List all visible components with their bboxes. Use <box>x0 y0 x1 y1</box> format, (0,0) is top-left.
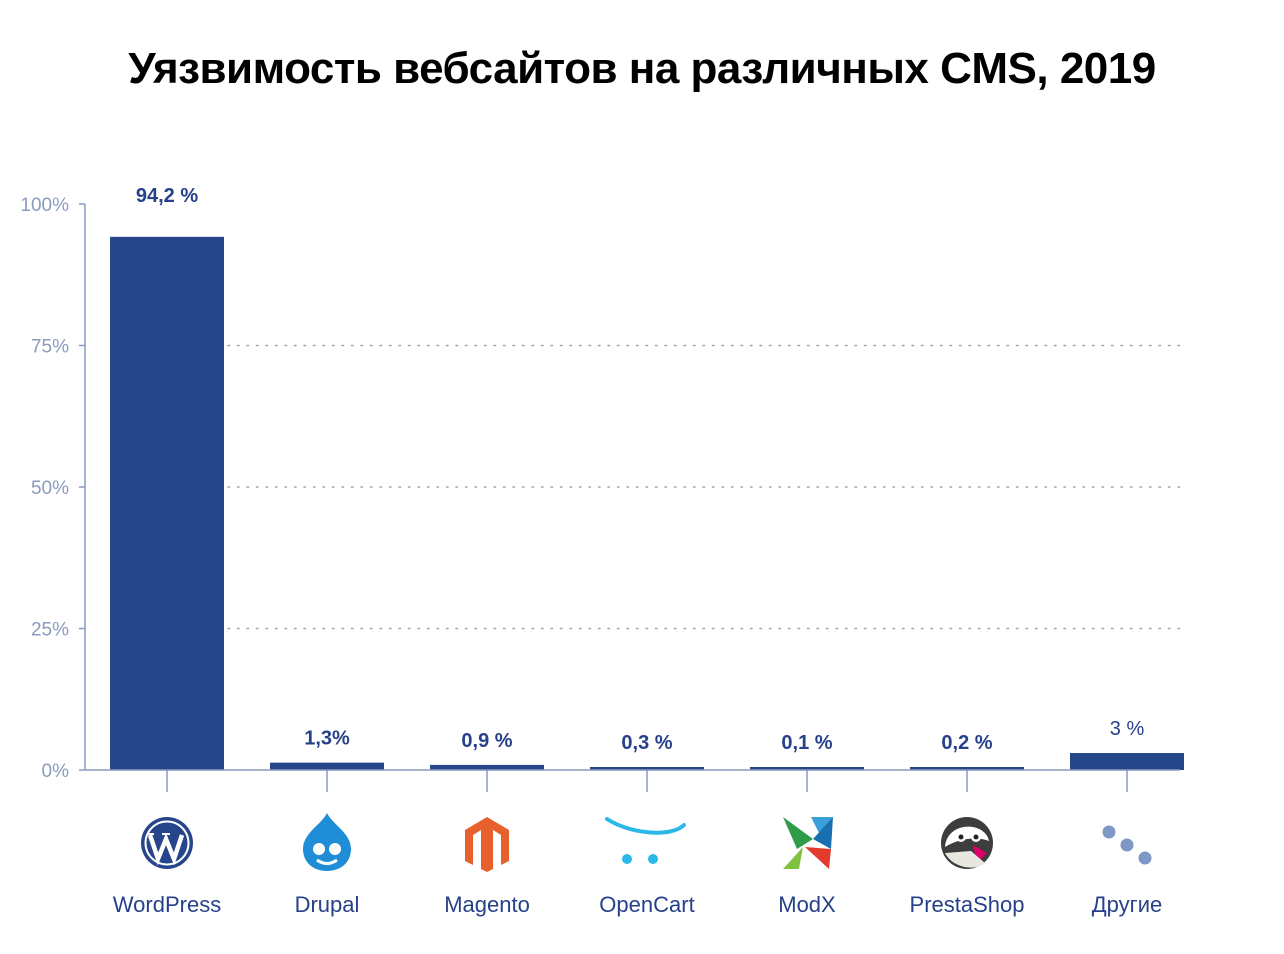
category-label: WordPress <box>113 892 221 917</box>
bar <box>430 764 544 770</box>
bars: 94,2 % 1,3% 0,9 % 0,3 % 0,1 % 0,2 % 3 % <box>110 185 1184 770</box>
bar <box>1070 753 1184 770</box>
magento-icon <box>465 817 509 872</box>
y-tick-label: 25% <box>31 620 69 641</box>
bar <box>110 236 224 770</box>
value-label: 0,2 % <box>941 732 992 754</box>
category-label: PrestaShop <box>910 892 1025 917</box>
value-label: 3 % <box>1110 718 1145 740</box>
value-label: 0,9 % <box>461 730 512 752</box>
opencart-icon <box>605 817 686 864</box>
bar <box>750 767 864 770</box>
y-tick-label: 0% <box>42 761 70 782</box>
modx-icon <box>783 817 833 869</box>
y-tick-label: 75% <box>31 337 69 358</box>
bar <box>590 767 704 770</box>
category-label: Magento <box>444 892 530 917</box>
value-label: 1,3% <box>304 728 350 750</box>
y-axis: 0% 25% 50% 75% 100% <box>20 195 86 782</box>
category-icons <box>141 813 1152 872</box>
y-tick-label: 50% <box>31 478 69 499</box>
drupal-icon <box>303 813 351 871</box>
gridlines <box>227 344 1181 630</box>
value-label: 0,3 % <box>621 732 672 754</box>
y-tick-label: 100% <box>20 195 69 216</box>
value-label: 94,2 % <box>136 185 198 207</box>
bar <box>270 762 384 770</box>
value-label: 0,1 % <box>781 732 832 754</box>
wordpress-icon <box>141 817 193 869</box>
x-axis <box>85 769 1180 792</box>
category-label: Drupal <box>295 892 360 917</box>
category-label: OpenCart <box>599 892 694 917</box>
category-labels: WordPress Drupal Magento OpenCart ModX Presta… <box>113 892 1162 917</box>
chart-title: Уязвимость вебсайтов на различных CMS, 2… <box>128 44 1156 93</box>
category-label: Другие <box>1092 892 1162 917</box>
bar <box>910 767 1024 770</box>
category-label: ModX <box>778 892 836 917</box>
others-icon <box>1102 825 1152 865</box>
prestashop-icon <box>941 817 993 869</box>
